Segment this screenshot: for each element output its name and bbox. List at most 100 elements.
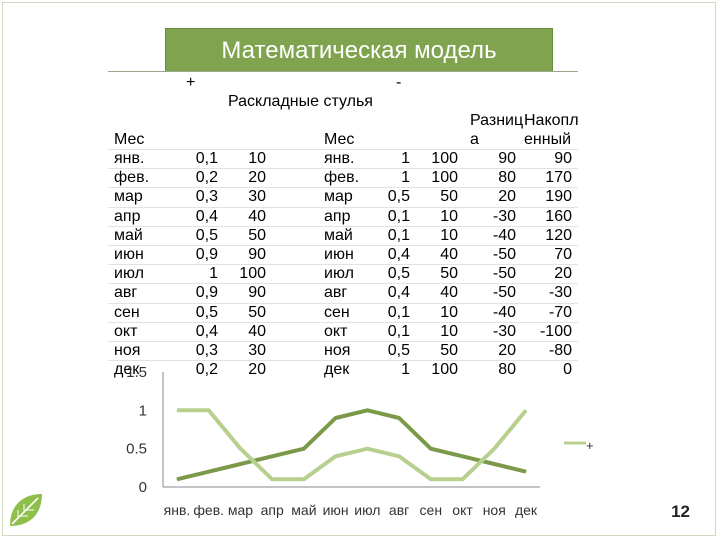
table-cell-b: 30 <box>248 188 266 206</box>
table-cell-a: 0,3 <box>195 188 218 206</box>
table-cell-a: 0,5 <box>195 226 218 244</box>
table-cell-c: 0,1 <box>387 322 410 340</box>
table-cell-c: 1 <box>401 169 410 187</box>
table-cell-diff: 20 <box>498 188 516 206</box>
table-cell-diff: -50 <box>492 265 516 283</box>
series-1-point <box>525 471 527 473</box>
slide-title: Математическая модель <box>165 28 553 72</box>
table-cell-a: 0,4 <box>195 322 218 340</box>
series-1-point <box>398 417 400 419</box>
table-cell-c: 0,5 <box>387 265 410 283</box>
x-tick-label: авг <box>389 502 409 518</box>
series-2-point <box>430 478 432 480</box>
table-cell-cum: -100 <box>539 322 572 340</box>
x-tick-label: май <box>291 502 316 518</box>
table-row-divider <box>108 168 578 170</box>
header-cum-line2: енный <box>524 131 572 148</box>
x-tick-label: июл <box>354 502 380 518</box>
y-tick-label: 0.5 <box>126 441 147 458</box>
table-cell-a: 0,5 <box>195 303 218 321</box>
series-1-point <box>176 478 178 480</box>
table-cell-m1: дек <box>114 361 140 379</box>
table-cell-c: 0,5 <box>387 188 410 206</box>
table-cell-diff: 80 <box>498 169 516 187</box>
table-cell-d: 40 <box>440 246 458 263</box>
table-cell-m1: мар <box>114 188 143 206</box>
x-tick-label: мар <box>228 502 253 518</box>
table-cell-b: 20 <box>248 361 266 379</box>
leaf-icon <box>10 494 42 526</box>
series-2-point <box>462 478 464 480</box>
series-2-point <box>176 409 178 411</box>
line-chart: 0 0.5 1 1.5 янв. фев. мар апр май июн июл авг сен окт… <box>126 364 593 518</box>
table-cell-d: 10 <box>440 322 458 340</box>
header-diff-line1: Разниц <box>470 112 524 129</box>
table-row-divider <box>108 187 578 189</box>
series-1-point <box>271 455 273 457</box>
table-cell-m1: ноя <box>114 342 141 359</box>
x-tick-label: сен <box>420 502 443 518</box>
table-cell-c: 0,1 <box>387 303 410 321</box>
table-cell-cum: 170 <box>545 169 572 187</box>
header-month-left: Мес <box>114 131 145 148</box>
table-cell-d: 100 <box>431 169 458 187</box>
table-row-divider <box>108 360 578 362</box>
table-cell-d: 10 <box>440 303 458 321</box>
table-cell-d: 10 <box>440 226 458 244</box>
table-cell-c: 0,1 <box>387 226 410 244</box>
minus-label: - <box>396 74 402 91</box>
series-2-point <box>239 448 241 450</box>
table-cell-cum: 20 <box>554 265 572 283</box>
series-2-point <box>271 478 273 480</box>
table-cell-m2: май <box>324 226 353 244</box>
x-tick-label: апр <box>261 502 284 518</box>
table-cell-cum: -80 <box>548 342 572 359</box>
series-1-point <box>335 417 337 419</box>
series-1-point <box>430 448 432 450</box>
series-2-point <box>398 455 400 457</box>
table-cell-diff: -40 <box>492 303 516 321</box>
table-cell-cum: 120 <box>545 226 572 244</box>
series-1-point <box>366 409 368 411</box>
section-title: Раскладные стулья <box>228 93 373 110</box>
series-1-point <box>303 448 305 450</box>
table-cell-a: 0,3 <box>195 342 218 359</box>
table-row-divider <box>108 206 578 208</box>
x-tick-label: дек <box>515 502 538 518</box>
y-tick-label: 1 <box>139 402 147 419</box>
y-tick-label: 1.5 <box>126 364 147 381</box>
table-cell-cum: 160 <box>545 207 572 225</box>
table-cell-a: 0,4 <box>195 207 218 225</box>
plus-label: + <box>186 74 196 91</box>
table-row-divider <box>108 341 578 342</box>
table-cell-a: 0,1 <box>195 150 218 167</box>
series-2-point <box>335 455 337 457</box>
table-row-divider <box>108 302 578 304</box>
x-tick-label: янв. <box>164 502 191 518</box>
series-2-point <box>493 448 495 450</box>
table-cell-b: 30 <box>248 342 266 359</box>
table-cell-d: 50 <box>440 342 458 359</box>
table-cell-m2: янв. <box>324 150 355 167</box>
y-tick-label: 0 <box>139 479 147 496</box>
table-row-divider <box>108 225 578 227</box>
series-line-2 <box>177 408 528 482</box>
table-cell-m2: окт <box>324 322 348 340</box>
table-cell-b: 90 <box>248 284 266 302</box>
table-cell-c: 0,4 <box>387 284 410 302</box>
table-cell-d: 10 <box>440 207 458 225</box>
table-row-divider <box>108 264 578 266</box>
series-line-1 <box>176 408 527 482</box>
x-tick-label: фев. <box>193 502 224 518</box>
table-cell-cum: -70 <box>548 303 572 321</box>
table-cell-diff: -30 <box>492 322 516 340</box>
table-cell-a: 0,2 <box>195 169 218 187</box>
table-cell-b: 50 <box>248 303 266 321</box>
table-cell-m2: фев. <box>324 169 360 187</box>
header-diff-line2: а <box>470 131 479 148</box>
table-cell-m2: сен <box>324 303 350 321</box>
page-number: 12 <box>671 502 690 521</box>
series-2-point <box>366 448 368 450</box>
table-row-divider <box>108 245 578 246</box>
